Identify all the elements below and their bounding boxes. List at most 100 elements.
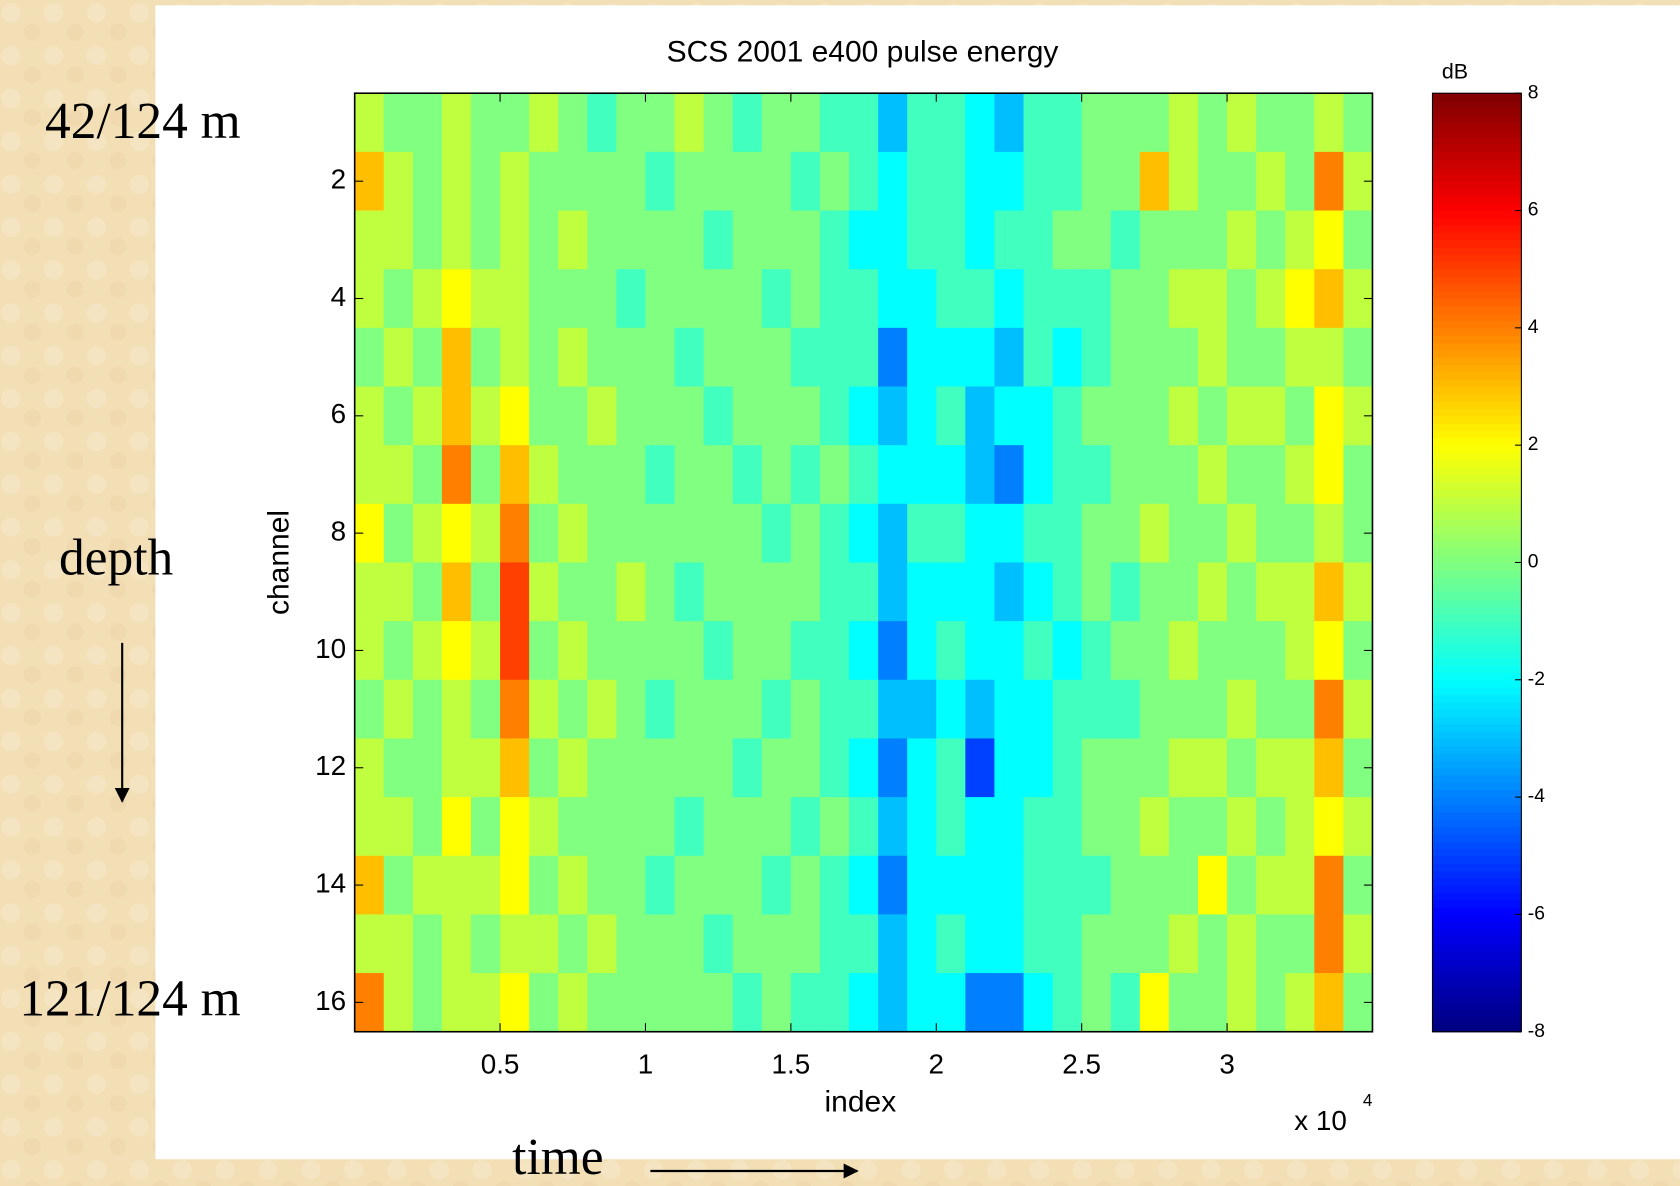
heatmap-cell xyxy=(878,797,908,857)
heatmap-cell xyxy=(936,151,966,212)
colorbar-segment xyxy=(1432,863,1522,872)
heatmap-cell xyxy=(1139,151,1170,212)
heatmap-cell xyxy=(849,269,879,329)
heatmap-cell xyxy=(907,210,937,270)
heatmap-cell xyxy=(1052,914,1083,974)
heatmap-cell xyxy=(412,445,443,505)
heatmap-cell xyxy=(732,855,763,915)
colorbar-segment xyxy=(1432,364,1522,373)
colorbar-tick-label: -4 xyxy=(1528,786,1545,807)
heatmap-cell xyxy=(878,679,908,739)
heatmap-cell xyxy=(412,93,443,153)
heatmap-cell xyxy=(616,210,647,270)
heatmap-cell xyxy=(587,445,617,505)
colorbar-segment xyxy=(1432,811,1522,820)
heatmap-cell xyxy=(616,973,647,1033)
colorbar-segment xyxy=(1432,687,1522,696)
heatmap-cell xyxy=(1168,503,1199,564)
colorbar-segment xyxy=(1432,907,1522,916)
heatmap-cell xyxy=(703,269,734,329)
heatmap-cell xyxy=(1227,797,1257,857)
colorbar-tick-label: -6 xyxy=(1528,904,1545,925)
heatmap-cell xyxy=(674,386,705,446)
heatmap-cell xyxy=(529,445,559,505)
heatmap-cell xyxy=(441,973,472,1033)
heatmap-cell xyxy=(1139,562,1170,622)
heatmap-cell xyxy=(412,797,443,857)
heatmap-cell xyxy=(412,503,443,564)
x-tick-label: 2.5 xyxy=(1062,1048,1101,1079)
heatmap-cell xyxy=(819,386,850,446)
heatmap-cell xyxy=(1314,973,1344,1033)
y-tick-label: 14 xyxy=(315,867,346,898)
heatmap-cell xyxy=(529,269,559,329)
heatmap-cell xyxy=(761,93,792,153)
heatmap-cell xyxy=(994,621,1025,681)
heatmap-cell xyxy=(965,327,995,388)
heatmap-cell xyxy=(849,503,879,564)
annotation: 42/124 m xyxy=(45,93,241,150)
heatmap-cell xyxy=(907,445,937,505)
colorbar-tick-label: -8 xyxy=(1528,1021,1545,1042)
heatmap-cell xyxy=(994,210,1025,270)
heatmap-cell xyxy=(965,210,995,270)
heatmap-cell xyxy=(1139,327,1170,388)
heatmap-cell xyxy=(558,855,588,915)
colorbar-segment xyxy=(1432,562,1522,571)
colorbar-segment xyxy=(1432,599,1522,608)
heatmap-cell xyxy=(849,445,879,505)
heatmap-cell xyxy=(965,269,995,329)
heatmap-cell xyxy=(1227,327,1257,388)
heatmap-cell xyxy=(616,93,647,153)
heatmap-cell xyxy=(1081,503,1112,564)
heatmap-cell xyxy=(1197,621,1228,681)
heatmap-cell xyxy=(500,93,530,153)
heatmap-cell xyxy=(1110,797,1141,857)
colorbar-segment xyxy=(1432,973,1522,982)
heatmap-cell xyxy=(732,93,763,153)
heatmap-cell xyxy=(994,679,1025,739)
heatmap-cell xyxy=(1139,445,1170,505)
heatmap-cell xyxy=(1139,679,1170,739)
heatmap-cell xyxy=(1285,973,1315,1033)
heatmap-cell xyxy=(412,151,443,212)
heatmap-cell xyxy=(1168,93,1199,153)
colorbar-segment xyxy=(1432,511,1522,520)
heatmap-cell xyxy=(1343,797,1374,857)
heatmap-cell xyxy=(383,445,414,505)
colorbar-segment xyxy=(1432,452,1522,461)
heatmap-cell xyxy=(441,445,472,505)
colorbar-tick-label: 6 xyxy=(1528,200,1539,221)
heatmap-cell xyxy=(558,973,588,1033)
colorbar-segment xyxy=(1432,1017,1522,1026)
x-tick-label: 2 xyxy=(929,1048,944,1079)
colorbar-segment xyxy=(1432,731,1522,740)
heatmap-cell xyxy=(616,503,647,564)
heatmap-cell xyxy=(1256,738,1286,798)
heatmap-cell xyxy=(1197,679,1228,739)
colorbar-segment xyxy=(1432,269,1522,278)
heatmap-cell xyxy=(616,151,647,212)
heatmap-cell xyxy=(1139,386,1170,446)
heatmap-cell xyxy=(441,327,472,388)
heatmap-cell xyxy=(587,855,617,915)
heatmap-cell xyxy=(907,738,937,798)
y-tick-label: 10 xyxy=(315,633,346,664)
heatmap-cell xyxy=(500,269,530,329)
heatmap-cell xyxy=(761,621,792,681)
heatmap-cell xyxy=(1081,93,1112,153)
heatmap-cell xyxy=(1168,973,1199,1033)
heatmap-cell xyxy=(1256,93,1286,153)
heatmap-cell xyxy=(1168,562,1199,622)
heatmap-cell xyxy=(1023,621,1054,681)
heatmap-cell xyxy=(1052,855,1083,915)
heatmap-cell xyxy=(412,327,443,388)
heatmap-cell xyxy=(1110,93,1141,153)
heatmap-cell xyxy=(412,679,443,739)
heatmap-cell xyxy=(529,93,559,153)
colorbar-segment xyxy=(1432,760,1522,769)
heatmap-cell xyxy=(674,562,705,622)
heatmap-cell xyxy=(1110,621,1141,681)
x-multiplier-exponent: 4 xyxy=(1363,1090,1373,1110)
colorbar-segment xyxy=(1432,591,1522,600)
